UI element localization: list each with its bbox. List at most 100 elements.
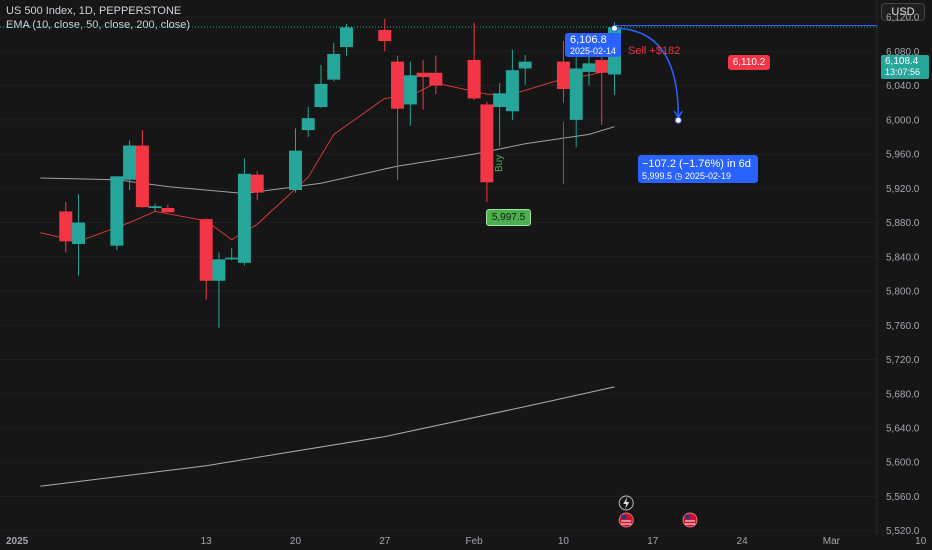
price-tick-label: 5,840.0 <box>886 252 920 263</box>
projection-target: 5,999.5 <box>642 171 673 181</box>
chart-title: US 500 Index, 1D, PEPPERSTONE <box>6 5 182 17</box>
us-flag-icon <box>682 512 698 528</box>
price-tick-label: 5,720.0 <box>886 355 920 366</box>
price-tick-label: 6,000.0 <box>886 115 920 126</box>
candle-body <box>301 118 315 131</box>
candle-body <box>595 59 609 73</box>
candle-body <box>314 83 328 107</box>
ema-line-1 <box>40 68 615 242</box>
candle <box>569 57 583 148</box>
candle-body <box>391 61 405 109</box>
candle <box>582 55 596 86</box>
price-tick-label: 6,080.0 <box>886 47 920 58</box>
time-tick-label: 20 <box>290 536 302 547</box>
candle-body <box>467 59 481 99</box>
candle <box>467 22 481 101</box>
target-point-dot <box>674 116 682 124</box>
candle <box>327 42 341 82</box>
candle <box>301 107 315 137</box>
price-tick-label: 5,640.0 <box>886 424 920 435</box>
candle <box>403 61 417 126</box>
annotations <box>562 24 877 185</box>
candle-body <box>237 173 251 263</box>
candle-body <box>327 53 341 80</box>
candle <box>212 252 226 328</box>
candle-body <box>161 208 175 213</box>
buy-text: Buy <box>494 154 505 172</box>
candle <box>416 59 430 110</box>
candle <box>148 203 162 212</box>
price-axis: 6,120.0 6,080.0 6,040.0 6,000.0 5,960.0 5,920… <box>886 13 920 538</box>
event-icons <box>618 495 698 528</box>
flag-canton <box>685 515 691 519</box>
time-tick-label: 27 <box>379 536 391 547</box>
price-tick-label: 5,560.0 <box>886 492 920 503</box>
candle <box>429 55 443 95</box>
time-axis: 2025 13 20 27 Feb 10 17 24 Mar 10 <box>6 536 927 547</box>
start-point-dot <box>610 24 618 32</box>
price-tick-label: 5,960.0 <box>886 150 920 161</box>
price-tick-label: 6,120.0 <box>886 13 920 24</box>
sell-price-label[interactable]: 6,110.2 <box>728 55 770 70</box>
candle <box>518 54 532 85</box>
candle-body <box>250 174 264 193</box>
candle-body <box>416 72 430 78</box>
candle-body <box>493 93 507 107</box>
projection-date: 2025-02-19 <box>684 171 731 181</box>
candle <box>493 83 507 147</box>
candle <box>595 55 609 125</box>
candle <box>340 23 354 56</box>
candle-body <box>556 61 570 90</box>
projection-label: −107.2 (−1.76%) in 6d 5,999.5 ◷ 2025-02-… <box>638 155 758 183</box>
time-tick-label: 2025 <box>6 536 29 547</box>
price-tick-label: 5,760.0 <box>886 321 920 332</box>
candle <box>110 176 124 250</box>
candle <box>72 194 86 276</box>
candle-body <box>505 70 519 112</box>
currency-button[interactable]: USD <box>881 3 925 21</box>
time-tick-label: 10 <box>558 536 570 547</box>
candle-body <box>148 206 162 209</box>
price-tick-label: 5,880.0 <box>886 218 920 229</box>
candle <box>391 55 405 180</box>
lightning-bolt <box>623 497 630 509</box>
last-price-label: 6,108.4 13:07:56 <box>881 55 929 79</box>
candle-body <box>429 72 443 86</box>
candle-body <box>72 222 86 244</box>
sell-note: Sell +$182 <box>628 45 681 57</box>
ema-line-3 <box>40 386 615 487</box>
time-tick-label: 17 <box>647 536 659 547</box>
candles <box>59 18 621 328</box>
price-tick-label: 5,600.0 <box>886 458 920 469</box>
lightning-icon <box>618 495 634 511</box>
candle-body <box>582 63 596 72</box>
time-tick-label: Feb <box>466 536 484 547</box>
price-tick-label: 5,680.0 <box>886 389 920 400</box>
candle-body <box>212 259 226 281</box>
candle <box>314 65 328 108</box>
candle <box>378 18 392 52</box>
projection-arrow <box>614 27 680 117</box>
indicator-legend: EMA (10, close, 50, close, 200, close) <box>6 19 191 31</box>
time-tick-label: 13 <box>201 536 213 547</box>
candle-body <box>518 61 532 69</box>
candle <box>135 130 149 209</box>
candle-body <box>110 176 124 246</box>
candle-body <box>378 29 392 42</box>
time-tick-label: 24 <box>737 536 749 547</box>
candle <box>59 202 73 253</box>
candle-body <box>199 219 213 281</box>
candle <box>161 204 175 213</box>
buy-price-label[interactable]: 5,997.5 <box>486 209 531 226</box>
candle <box>123 140 137 191</box>
ema-lines <box>40 68 615 487</box>
price-tick-label: 6,040.0 <box>886 81 920 92</box>
start-point-label: 6,106.8 2025-02-14 <box>565 33 621 57</box>
candle-body <box>340 27 354 48</box>
candle <box>225 248 239 261</box>
time-tick-label: Mar <box>823 536 841 547</box>
candle-body <box>59 211 73 242</box>
price-tick-label: 5,520.0 <box>886 526 920 537</box>
